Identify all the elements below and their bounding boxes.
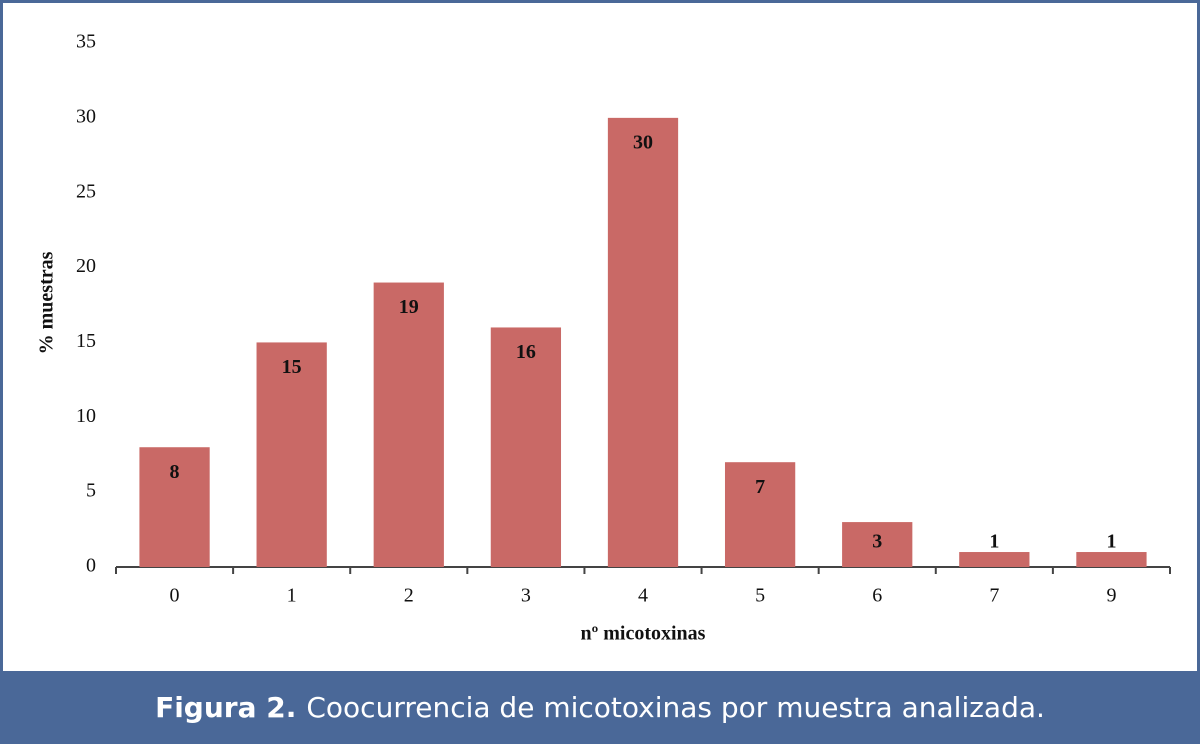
bar bbox=[256, 342, 327, 567]
data-label: 7 bbox=[755, 476, 765, 498]
y-tick-label: 25 bbox=[76, 180, 96, 202]
bar bbox=[373, 282, 444, 567]
y-tick-label: 20 bbox=[76, 255, 96, 277]
bar bbox=[139, 447, 210, 567]
y-tick-label: 0 bbox=[86, 555, 96, 577]
x-tick-label: 2 bbox=[404, 585, 414, 607]
x-tick-label: 3 bbox=[521, 585, 531, 607]
bar bbox=[959, 552, 1030, 567]
x-tick-label: 7 bbox=[989, 585, 999, 607]
y-tick-label: 5 bbox=[86, 480, 96, 502]
data-label: 19 bbox=[399, 296, 419, 318]
bar bbox=[724, 462, 796, 567]
bar bbox=[607, 117, 679, 567]
x-tick-label: 1 bbox=[287, 585, 297, 607]
x-tick-label: 9 bbox=[1106, 585, 1116, 607]
caption: Figura 2. Coocurrencia de micotoxinas po… bbox=[3, 671, 1197, 744]
x-tick-label: 4 bbox=[638, 585, 648, 607]
data-label: 8 bbox=[170, 461, 180, 483]
y-tick-label: 35 bbox=[76, 31, 96, 53]
x-tick-label: 0 bbox=[170, 585, 180, 607]
y-axis-title: % muestras bbox=[36, 251, 58, 354]
data-label: 30 bbox=[633, 131, 653, 153]
data-label: 1 bbox=[1106, 531, 1116, 553]
y-tick-label: 15 bbox=[76, 330, 96, 352]
caption-text: Coocurrencia de micotoxinas por muestra … bbox=[306, 691, 1045, 724]
x-tick-label: 5 bbox=[755, 585, 765, 607]
x-axis-title: nº micotoxinas bbox=[581, 623, 706, 645]
data-label: 15 bbox=[282, 356, 302, 378]
data-label: 16 bbox=[516, 341, 536, 363]
data-label: 3 bbox=[872, 531, 882, 553]
data-label: 1 bbox=[989, 531, 999, 553]
y-tick-label: 10 bbox=[76, 405, 96, 427]
chart: % muestras nº micotoxinas 05101520253035… bbox=[36, 31, 1171, 645]
caption-label: Figura 2. bbox=[155, 691, 297, 724]
y-tick-label: 30 bbox=[76, 105, 96, 127]
x-tick-label: 6 bbox=[872, 585, 882, 607]
bar bbox=[490, 327, 562, 567]
bar bbox=[1076, 552, 1147, 567]
bar bbox=[842, 522, 913, 567]
